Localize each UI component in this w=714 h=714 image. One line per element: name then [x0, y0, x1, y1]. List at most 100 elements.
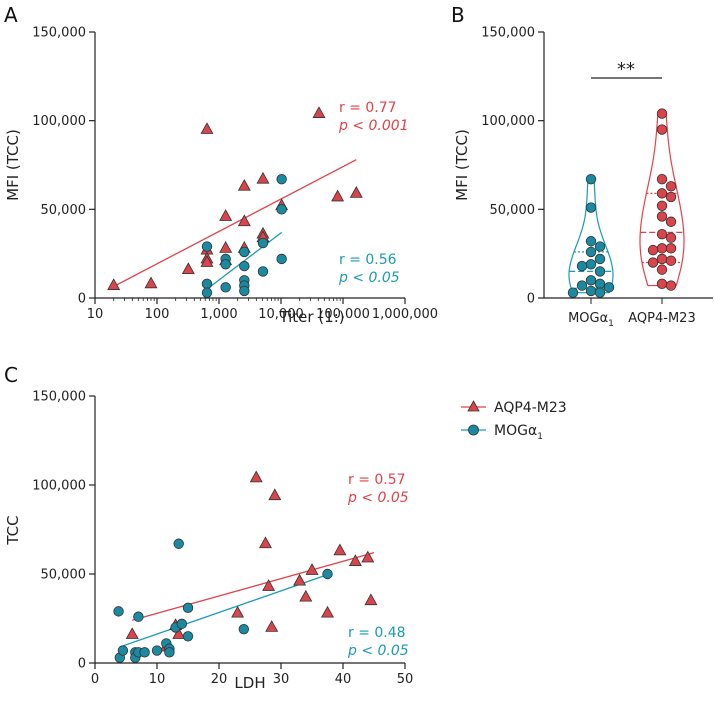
panel-b-ytick-label: 150,000: [481, 26, 535, 41]
panel-a-mog-r: r = 0.56: [339, 252, 397, 268]
panel-a-ytick-label: 150,000: [32, 26, 86, 41]
panel-a-xlabel: Titer (1:): [278, 308, 344, 326]
panel-b-point: [665, 191, 677, 203]
panel-c-mog-point: [238, 623, 250, 635]
panel-c-mog-point: [139, 647, 150, 658]
panel-a-ylabel: MFI (TCC): [4, 129, 22, 201]
panel-c-aqp4-point: [249, 470, 263, 483]
panel-c-aqp4-p: p < 0.05: [347, 490, 409, 506]
panel-a-aqp4-point: [312, 106, 326, 118]
panel-c-aqp4-r: r = 0.57: [348, 472, 406, 488]
panel-c-aqp4-point: [172, 627, 186, 639]
panel-a-mog-point: [239, 260, 250, 272]
panel-a-ytick-label: 100,000: [32, 114, 86, 129]
panel-c-aqp4-point: [364, 593, 378, 606]
panel-c-xtick-label: 20: [211, 672, 228, 687]
panel-b-point: [585, 285, 597, 297]
panel-b-point: [594, 266, 606, 277]
panel-b-point: [585, 236, 597, 247]
panel-c-mog-point: [182, 631, 194, 642]
panel-a-aqp4-point: [107, 278, 121, 290]
panel-b-point: [665, 243, 677, 254]
panel-b-ytick-label: 50,000: [490, 203, 536, 218]
panel-a-mog-point: [239, 285, 250, 297]
panel-b-point: [647, 244, 659, 256]
panel-a-xtick-label: 10,000: [258, 307, 304, 322]
panel-a-mog-point: [201, 278, 213, 290]
panel-c-aqp4-point: [348, 554, 362, 566]
panel-a-ytick-label: 50,000: [41, 203, 87, 218]
panel-b-point: [656, 228, 668, 240]
panel-a-aqp4-point: [349, 186, 363, 198]
panel-c-chart: 0 50,000 100,000 150,000 0 10 20 30 40 50 LDH TC…: [4, 390, 413, 693]
panel-a-mog-point: [257, 266, 269, 277]
panel-b-point: [594, 287, 606, 298]
panel-c-aqp4-point: [299, 589, 313, 602]
panel-c-aqp4-point: [361, 550, 375, 563]
panel-c-aqp4-point: [333, 543, 347, 556]
legend-aqp4-label: AQP4-M23: [494, 400, 567, 416]
panel-c-xtick-label: 40: [335, 672, 352, 687]
panel-b-point: [665, 280, 677, 291]
panel-a-aqp4-r: r = 0.77: [339, 100, 397, 116]
legend-mog-label: MOGα1: [494, 423, 543, 442]
panel-a-xtick-label: 1,000: [200, 307, 237, 322]
panel-a-aqp4-p: p < 0.001: [338, 118, 409, 134]
panel-b-chart: 0 50,000 100,000 150,000 MFI (TCC) ** MOGα1…: [453, 26, 713, 329]
panel-a-fit-line: [113, 159, 357, 288]
panel-c-aqp4-point: [293, 573, 307, 586]
panel-c-mog-point: [113, 606, 124, 617]
panel-b-point: [656, 264, 668, 275]
panel-b-point: [594, 253, 606, 265]
panel-b-point: [585, 259, 597, 270]
panel-label-a: A: [4, 3, 18, 27]
panel-a-aqp4-point: [219, 209, 233, 221]
legend: AQP4-M23 MOGα1: [461, 400, 567, 442]
panel-b-point: [656, 124, 668, 135]
panel-a-mog-point: [276, 173, 287, 185]
panel-c-aqp4-point: [321, 605, 334, 618]
panel-c-xtick-label: 50: [397, 672, 414, 687]
panel-a-chart: 0 50,000 100,000 150,000 10 100 1,000 10,000 10…: [4, 26, 438, 327]
panel-label-b: B: [451, 3, 465, 27]
panel-a-aqp4-point: [181, 262, 195, 275]
panel-c-aqp4-point: [259, 536, 272, 549]
panel-a-aqp4-point: [237, 178, 251, 191]
panel-a-aqp4-point: [200, 122, 214, 134]
panel-a-mog-point: [276, 253, 287, 265]
legend-aqp4-marker: [467, 400, 480, 412]
panel-b-xtick-aqp4: AQP4-M23: [628, 311, 695, 326]
panel-c-mog-point: [117, 645, 129, 656]
panel-c-fit-line: [132, 552, 375, 621]
panel-c-mog-p: p < 0.05: [347, 643, 409, 659]
panel-c-ytick-label: 150,000: [32, 390, 86, 405]
panel-c-xtick-label: 10: [149, 672, 166, 687]
panel-c-aqp4-point: [125, 627, 139, 639]
panel-a-ytick-label: 0: [78, 292, 86, 307]
panel-b-significance: **: [617, 59, 635, 80]
panel-b-point: [585, 246, 597, 258]
panel-a-xtick-label: 100,000: [316, 307, 370, 322]
panel-a-aqp4-point: [200, 255, 214, 267]
panel-b-point: [576, 260, 588, 272]
panel-a-mog-point: [201, 287, 213, 298]
panel-c-aqp4-point: [305, 563, 319, 575]
panel-c-xtick-label: 0: [91, 672, 99, 687]
panel-c-mog-point: [133, 611, 144, 622]
panel-a-mog-point: [257, 237, 269, 249]
panel-b-point: [656, 108, 668, 119]
panel-c-ytick-label: 50,000: [41, 568, 87, 583]
panel-b-point: [665, 181, 677, 192]
panel-b-point: [585, 202, 597, 213]
panel-b-point: [585, 275, 597, 286]
panel-a-mog-point: [276, 204, 287, 215]
panel-b-point: [594, 278, 606, 290]
panel-a-aqp4-point: [331, 189, 345, 202]
panel-a-aqp4-point: [256, 171, 270, 184]
panel-a-mog-point: [239, 246, 250, 258]
panel-a-xtick-label: 100: [145, 307, 170, 322]
panel-a-aqp4-point: [144, 276, 158, 289]
panel-c-ylabel: TCC: [4, 515, 22, 545]
panel-b-point: [594, 241, 606, 252]
panel-b-point: [665, 255, 677, 266]
